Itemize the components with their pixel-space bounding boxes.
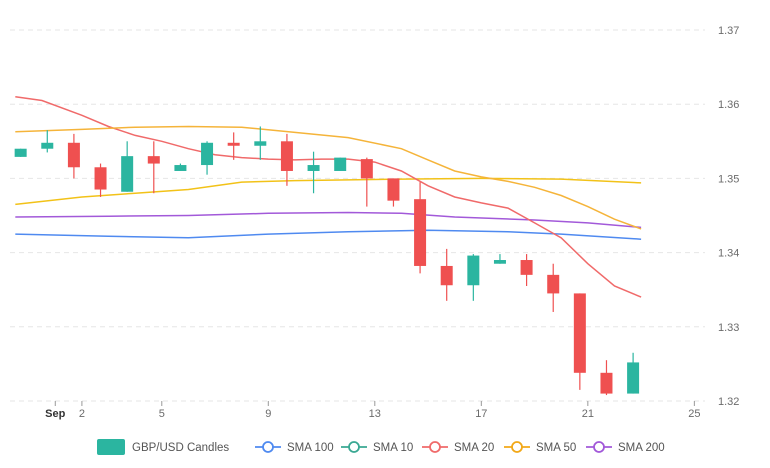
candle-body — [493, 260, 506, 264]
y-tick-label: 1.33 — [718, 322, 739, 334]
legend-item: SMA 10 — [341, 441, 413, 454]
sma-line — [15, 177, 642, 206]
candle-body — [147, 156, 160, 164]
x-tick-label: 9 — [265, 408, 271, 420]
y-axis-ticks: 1.37 1.36 1.35 1.34 1.33 1.32 — [718, 25, 739, 408]
y-tick-label: 1.32 — [718, 396, 739, 408]
candle-body — [360, 159, 373, 179]
y-tick-label: 1.36 — [718, 99, 739, 111]
candle-body — [334, 157, 347, 171]
legend-candle-swatch — [97, 439, 125, 455]
candle-body — [520, 260, 533, 275]
sma-line — [15, 125, 642, 230]
legend-label: SMA 200 — [618, 442, 665, 454]
candle-body — [573, 293, 586, 373]
y-tick-label: 1.34 — [718, 248, 739, 260]
legend-marker — [593, 441, 605, 453]
legend-marker — [262, 441, 274, 453]
x-tick-label: 5 — [159, 408, 165, 420]
legend: GBP/USD Candles SMA 100 SMA 10 SMA 20 SMA 50… — [97, 439, 665, 455]
candle-body — [254, 141, 267, 146]
gridlines — [10, 29, 705, 402]
x-axis-ticks: Sep 2 5 9 13 17 21 25 — [45, 401, 700, 420]
candle-body — [547, 274, 560, 294]
x-tick-label: 21 — [582, 408, 594, 420]
candle-body — [600, 372, 613, 394]
legend-marker — [348, 441, 360, 453]
sma-line — [15, 211, 642, 229]
candles — [14, 126, 640, 396]
y-tick-label: 1.37 — [718, 25, 739, 37]
candle-body — [227, 142, 240, 146]
candle-body — [627, 362, 640, 394]
candle-body — [94, 167, 107, 190]
x-tick-label: 13 — [369, 408, 381, 420]
sma-lines — [15, 96, 642, 298]
legend-label: SMA 20 — [454, 442, 494, 454]
x-tick-label: 25 — [688, 408, 700, 420]
candle-body — [201, 142, 214, 166]
legend-item: SMA 20 — [422, 441, 494, 454]
legend-item: SMA 50 — [504, 441, 576, 454]
candle-body — [440, 265, 453, 286]
candle-body — [14, 148, 27, 157]
candle-body — [280, 141, 293, 171]
x-tick-label: 17 — [475, 408, 487, 420]
legend-item: SMA 200 — [586, 441, 665, 454]
x-tick-label: 2 — [79, 408, 85, 420]
legend-item: SMA 100 — [255, 441, 334, 454]
candle-body — [467, 255, 480, 286]
legend-label: GBP/USD Candles — [132, 442, 229, 454]
candle-body — [121, 156, 134, 192]
candle-body — [41, 142, 54, 149]
legend-marker — [511, 441, 523, 453]
sma-line — [15, 229, 642, 240]
x-tick-label: Sep — [45, 408, 65, 420]
candle-body — [67, 142, 80, 168]
legend-marker — [429, 441, 441, 453]
legend-label: SMA 50 — [536, 442, 576, 454]
candle-body — [414, 199, 427, 266]
legend-item: GBP/USD Candles — [97, 439, 229, 455]
sma-line — [15, 96, 642, 298]
y-tick-label: 1.35 — [718, 173, 739, 185]
legend-label: SMA 10 — [373, 442, 413, 454]
legend-label: SMA 100 — [287, 442, 334, 454]
candle-body — [387, 178, 400, 201]
candle-body — [174, 165, 187, 171]
candle-body — [307, 165, 320, 171]
